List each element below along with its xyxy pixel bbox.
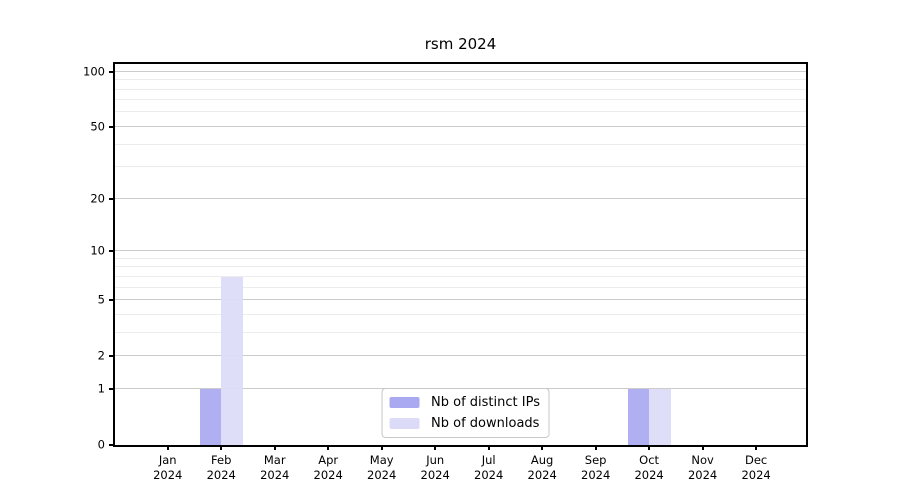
minor-gridline-3	[115, 331, 806, 333]
bar-feb-distinct-ips	[199, 388, 222, 445]
minor-gridline-8	[115, 266, 806, 268]
minor-gridline-4	[115, 313, 806, 315]
legend-label-downloads: Nb of downloads	[431, 416, 540, 431]
x-tick-label-dec: Dec 2024	[741, 453, 770, 483]
x-tick-label-year: 2024	[313, 468, 343, 482]
y-tick-label-5: 5	[97, 292, 105, 307]
x-tick-jun	[434, 445, 437, 450]
major-gridline-20	[115, 197, 806, 199]
legend-item-downloads: Nb of downloads	[389, 416, 540, 431]
x-tick-label-month: Nov	[691, 453, 714, 467]
major-gridline-5	[115, 299, 806, 301]
x-tick-may	[380, 445, 383, 450]
x-tick-label-nov: Nov 2024	[688, 453, 717, 483]
x-tick-label-year: 2024	[687, 468, 718, 482]
x-tick-aug	[541, 445, 544, 450]
x-tick-label-year: 2024	[581, 468, 611, 482]
x-tick-jul	[487, 445, 490, 450]
x-tick-nov	[701, 445, 704, 450]
plot-area: 0 1 2 5 10 20 50 100 Jan 2024 Feb 2024 Mar 2024 Apr 20…	[83, 62, 808, 482]
x-tick-label-month: Dec	[744, 453, 768, 467]
x-tick-label-month: May	[369, 453, 394, 467]
major-gridline-10	[115, 250, 806, 252]
x-tick-label-year: 2024	[527, 468, 557, 482]
y-tick-1	[109, 387, 115, 390]
major-gridline-50	[115, 125, 806, 127]
y-tick-2	[109, 355, 115, 358]
x-tick-apr	[327, 445, 330, 450]
x-tick-label-year: 2024	[741, 468, 771, 482]
x-tick-label-year: 2024	[206, 468, 236, 482]
x-tick-sep	[594, 445, 597, 450]
y-tick-100	[109, 70, 115, 73]
bar-feb-downloads	[221, 276, 243, 445]
y-tick-label-100: 100	[83, 64, 105, 79]
x-tick-label-month: Sep	[584, 453, 607, 467]
x-tick-label-year: 2024	[153, 468, 183, 482]
minor-gridline-80	[115, 88, 806, 90]
legend-label-distinct-ips: Nb of distinct IPs	[431, 395, 540, 410]
legend-swatch-distinct-ips	[389, 397, 420, 408]
y-tick-0	[109, 444, 115, 446]
x-tick-jan	[166, 445, 169, 450]
x-tick-label-apr: Apr 2024	[314, 453, 343, 483]
x-tick-dec	[755, 445, 758, 450]
x-tick-label-month: Jul	[481, 453, 496, 467]
x-tick-label-month: Feb	[211, 453, 232, 467]
minor-gridline-40	[115, 143, 806, 145]
y-tick-5	[109, 299, 115, 302]
minor-gridline-30	[115, 166, 806, 168]
x-tick-label-month: Apr	[318, 453, 339, 467]
x-tick-label-sep: Sep 2024	[581, 453, 610, 483]
x-tick-label-may: May 2024	[367, 453, 396, 483]
minor-gridline-70	[115, 99, 806, 101]
x-tick-label-mar: Mar 2024	[260, 453, 289, 483]
x-tick-label-month: Jun	[426, 453, 445, 467]
y-tick-10	[109, 250, 115, 253]
x-tick-mar	[273, 445, 276, 450]
bar-oct-distinct-ips	[627, 388, 650, 445]
x-tick-label-jun: Jun 2024	[421, 453, 450, 483]
legend: Nb of distinct IPs Nb of downloads	[381, 388, 550, 438]
x-tick-label-month: Oct	[639, 453, 660, 467]
bar-oct-downloads	[649, 388, 671, 445]
legend-item-distinct-ips: Nb of distinct IPs	[389, 395, 540, 410]
x-tick-label-month: Aug	[530, 453, 554, 467]
x-tick-label-year: 2024	[260, 468, 290, 482]
x-tick-label-aug: Aug 2024	[528, 453, 557, 483]
major-gridline-100	[115, 70, 806, 72]
x-tick-label-year: 2024	[634, 468, 664, 482]
minor-gridline-60	[115, 111, 806, 113]
x-tick-label-oct: Oct 2024	[634, 453, 663, 483]
y-tick-label-2: 2	[97, 348, 105, 363]
minor-gridline-7	[115, 275, 806, 277]
x-tick-oct	[648, 445, 651, 450]
major-gridline-2	[115, 355, 806, 357]
y-tick-label-1: 1	[97, 381, 105, 396]
x-tick-label-month: Jan	[158, 453, 177, 467]
y-tick-label-10: 10	[90, 243, 105, 258]
legend-swatch-downloads	[389, 418, 420, 429]
y-tick-label-0: 0	[97, 437, 105, 452]
y-tick-label-20: 20	[90, 191, 105, 206]
x-tick-label-month: Mar	[263, 453, 286, 467]
x-tick-label-feb: Feb 2024	[207, 453, 236, 483]
x-tick-label-year: 2024	[367, 468, 397, 482]
minor-gridline-9	[115, 257, 806, 259]
x-tick-label-jan: Jan 2024	[153, 453, 182, 483]
y-tick-20	[109, 197, 115, 200]
x-tick-label-jul: Jul 2024	[474, 453, 503, 483]
minor-gridline-6	[115, 286, 806, 288]
chart-title: rsm 2024	[424, 35, 497, 53]
x-tick-feb	[220, 445, 223, 450]
x-tick-label-year: 2024	[474, 468, 504, 482]
y-tick-50	[109, 125, 115, 128]
y-tick-label-50: 50	[90, 119, 105, 134]
x-tick-label-year: 2024	[420, 468, 450, 482]
minor-gridline-90	[115, 79, 806, 81]
